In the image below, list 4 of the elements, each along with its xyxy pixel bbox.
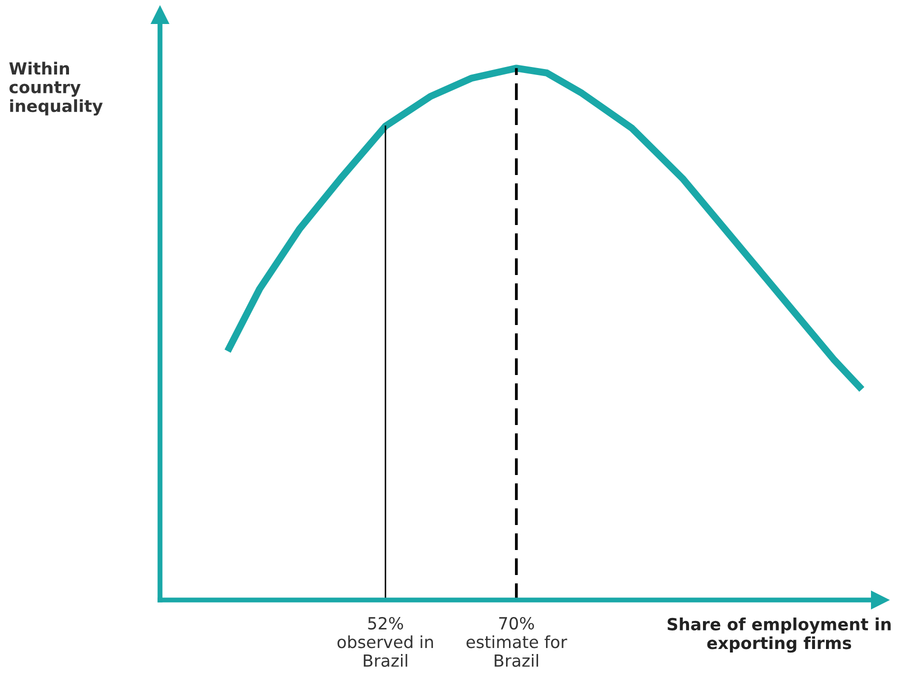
x-tick-label: 70% estimate for Brazil (466, 616, 568, 667)
x-tick-label: 52% observed in Brazil (337, 616, 433, 667)
x-axis-title: Share of employment in exporting firms (668, 618, 891, 653)
y-axis-title: Within country inequality (9, 62, 103, 116)
